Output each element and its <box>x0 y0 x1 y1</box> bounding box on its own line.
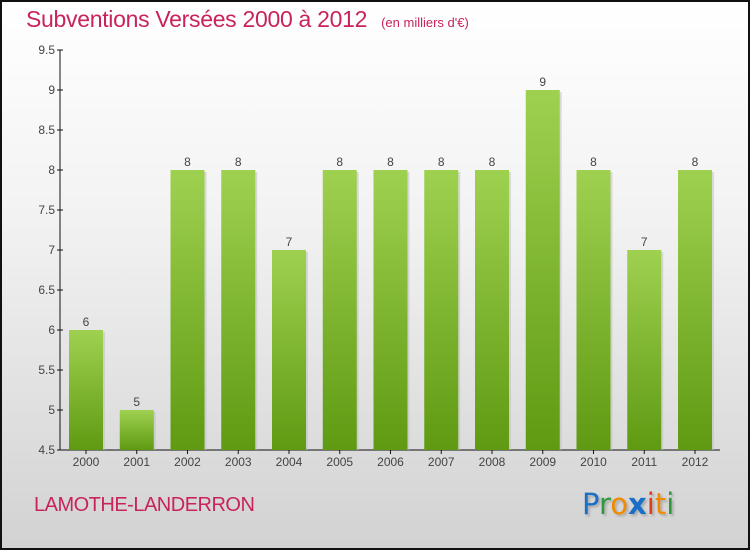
bar <box>119 410 154 450</box>
x-tick-label: 2007 <box>428 455 455 469</box>
x-tick-label: 2010 <box>580 455 607 469</box>
x-tick-label: 2012 <box>682 455 709 469</box>
bar <box>424 170 459 450</box>
x-tick-label: 2001 <box>123 455 150 469</box>
data-label: 8 <box>336 155 343 169</box>
logo-letter: x <box>628 487 647 521</box>
x-tick-label: 2003 <box>225 455 252 469</box>
logo-letter: r <box>598 487 611 521</box>
bar <box>373 170 408 450</box>
logo-letter: i <box>666 487 675 521</box>
y-tick-label: 9.5 <box>38 43 55 57</box>
y-tick-label: 8 <box>48 163 55 177</box>
y-tick-label: 6 <box>48 323 55 337</box>
y-tick-label: 7.5 <box>38 203 55 217</box>
data-label: 7 <box>286 235 293 249</box>
x-tick-label: 2008 <box>479 455 506 469</box>
bar <box>322 170 357 450</box>
data-label: 8 <box>692 155 699 169</box>
data-label: 8 <box>489 155 496 169</box>
x-tick-label: 2002 <box>174 455 201 469</box>
logo-letter: o <box>610 487 629 521</box>
data-label: 8 <box>590 155 597 169</box>
data-label: 6 <box>83 315 90 329</box>
data-label: 9 <box>539 75 546 89</box>
data-label: 8 <box>438 155 445 169</box>
bar <box>69 330 103 450</box>
logo-letter: P <box>582 487 599 521</box>
logo-letter: t <box>654 487 667 521</box>
y-tick-label: 8.5 <box>38 123 55 137</box>
bar <box>272 250 306 450</box>
bar <box>576 170 611 450</box>
data-label: 8 <box>387 155 394 169</box>
bar <box>475 170 509 450</box>
bar <box>525 90 560 450</box>
bar <box>170 170 205 450</box>
bar <box>221 170 256 450</box>
proxiti-logo: Proxiti <box>582 487 674 521</box>
x-tick-label: 2009 <box>529 455 556 469</box>
x-tick-label: 2004 <box>276 455 303 469</box>
data-label: 7 <box>641 235 648 249</box>
chart-subtitle: (en milliers d'€) <box>381 15 469 30</box>
x-tick-label: 2006 <box>377 455 404 469</box>
y-tick-label: 5 <box>48 403 55 417</box>
y-tick-label: 9 <box>48 83 55 97</box>
x-tick-label: 2011 <box>631 455 657 469</box>
chart-title: Subventions Versées 2000 à 2012 <box>26 6 368 32</box>
chart-header: Subventions Versées 2000 à 2012 (en mill… <box>26 6 469 33</box>
y-tick-label: 5.5 <box>38 363 55 377</box>
bar <box>678 170 712 450</box>
logo-letter: i <box>646 487 655 521</box>
bar <box>627 250 662 450</box>
data-label: 8 <box>184 155 191 169</box>
y-tick-label: 6.5 <box>38 283 55 297</box>
x-tick-label: 2005 <box>326 455 353 469</box>
data-label: 5 <box>133 395 140 409</box>
city-name: LAMOTHE-LANDERRON <box>34 494 255 516</box>
data-label: 8 <box>235 155 242 169</box>
x-tick-label: 2000 <box>73 455 100 469</box>
y-tick-label: 7 <box>48 243 55 257</box>
y-tick-label: 4.5 <box>38 443 55 457</box>
